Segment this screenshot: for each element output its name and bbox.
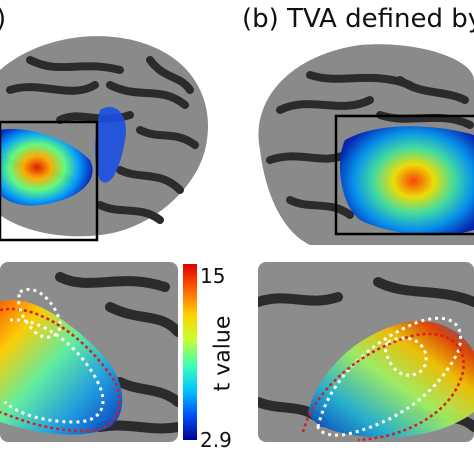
colorbar <box>183 264 197 440</box>
colorbar-max-label: 15 <box>200 264 226 288</box>
roi-outline-white <box>316 316 463 437</box>
panel-a-label: ) <box>0 4 6 34</box>
roi-box-a <box>0 120 99 242</box>
panel-b-label: (b) TVA defined by <box>242 4 474 34</box>
activation-blob-main <box>308 321 474 438</box>
roi-box-b <box>334 114 474 236</box>
activation-blob-main <box>0 300 123 435</box>
colorbar-min-label: 2.9 <box>200 428 232 452</box>
roi-outline-red <box>301 332 465 442</box>
activation-blob-main <box>340 126 474 236</box>
colorbar-axis-label: t value <box>210 315 236 392</box>
sulci-pattern <box>266 71 474 219</box>
brain-b-zoom <box>258 262 474 442</box>
roi-outline-white <box>3 318 105 424</box>
brain-a-zoom <box>0 262 178 442</box>
roi-outline-white-inner <box>384 336 428 377</box>
activation-blob-secondary <box>95 106 126 183</box>
activation-blob-main <box>0 129 93 206</box>
brain-b-whole-view <box>258 44 474 245</box>
roi-outline-red <box>0 307 121 432</box>
roi-outline-white-upper <box>17 287 62 339</box>
brain-a-whole-view <box>0 36 208 242</box>
